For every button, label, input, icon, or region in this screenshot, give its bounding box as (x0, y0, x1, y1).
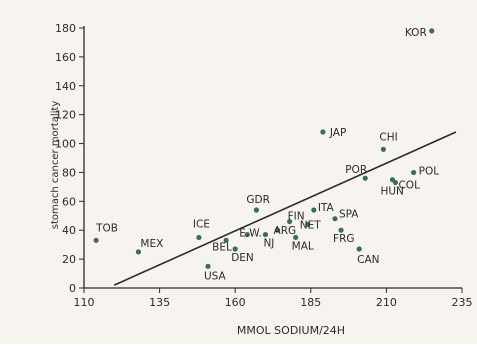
data-point-label: E.W. (239, 228, 262, 240)
data-point-label: NET (300, 219, 321, 231)
data-point (232, 246, 238, 252)
y-tick-label: 140 (55, 80, 76, 93)
data-point (223, 237, 229, 243)
data-point-label: ARG (274, 225, 297, 237)
data-points (93, 28, 435, 269)
data-point (311, 207, 317, 213)
data-point-label: TOB (95, 222, 118, 234)
data-point-label: COL (398, 180, 420, 192)
y-tick-label: 0 (69, 282, 76, 295)
y-tick-label: 20 (62, 253, 76, 266)
data-point-label: CHI (379, 131, 397, 143)
data-point (356, 246, 362, 252)
regression-line (113, 131, 457, 286)
y-tick-label: 120 (55, 109, 76, 122)
data-point-label: POL (419, 165, 440, 177)
data-point-label: POR (345, 164, 367, 176)
data-point-label: DEN (231, 252, 254, 264)
data-point (380, 146, 386, 152)
data-point-label: FIN (288, 211, 305, 223)
x-tick-label: 160 (225, 296, 246, 309)
y-axis-label: stomach cancer mortality (50, 101, 61, 230)
data-point (293, 234, 299, 241)
data-point-label: ICE (193, 218, 210, 230)
data-point-label: HUN (380, 186, 403, 198)
data-point-label: CAN (357, 254, 379, 266)
y-tick-label: 160 (55, 51, 76, 64)
data-point (362, 175, 368, 181)
data-point-label: MAL (292, 240, 314, 252)
data-point (392, 179, 399, 186)
data-point-label: JAP (329, 127, 346, 139)
data-point (196, 234, 202, 241)
data-point-label: GDR (246, 194, 270, 206)
x-tick-label: 185 (300, 296, 321, 309)
y-tick-label: 100 (55, 138, 76, 151)
data-point (274, 227, 281, 233)
y-tick-label: 60 (62, 195, 76, 208)
data-point (262, 231, 269, 238)
data-point (305, 221, 311, 228)
y-tick-label: 80 (62, 166, 76, 179)
data-point-label: BEL (212, 241, 232, 253)
y-tick-label: 40 (62, 224, 76, 237)
data-point-label: FRG (333, 233, 354, 245)
data-point (429, 28, 435, 34)
data-point (93, 237, 99, 243)
data-point-label: NJ (263, 238, 274, 250)
data-point (320, 129, 326, 135)
data-point (332, 216, 338, 222)
data-point (253, 207, 259, 213)
x-axis-label: MMOL SODIUM/24H (237, 324, 345, 337)
data-point-label: USA (204, 270, 227, 282)
data-point (205, 263, 211, 269)
data-point-label: ITA (318, 202, 335, 214)
data-point (287, 218, 293, 225)
regression-line-layer (113, 131, 457, 286)
x-tick-label: 210 (376, 296, 397, 309)
axes: 110 135 160 185 210 235 0 20 40 60 80 100 120 140 160 1… (55, 22, 473, 309)
x-tick-label: 235 (452, 296, 473, 309)
data-point-label: SPA (339, 209, 359, 221)
data-point (135, 249, 142, 255)
data-point-label: KOR (405, 27, 427, 39)
data-point-label: MEX (140, 238, 163, 250)
data-point (411, 169, 417, 176)
data-point (338, 227, 344, 233)
x-tick-label: 110 (74, 296, 95, 309)
y-tick-label: 180 (55, 22, 76, 35)
data-point (244, 231, 250, 238)
x-tick-label: 135 (149, 296, 170, 309)
